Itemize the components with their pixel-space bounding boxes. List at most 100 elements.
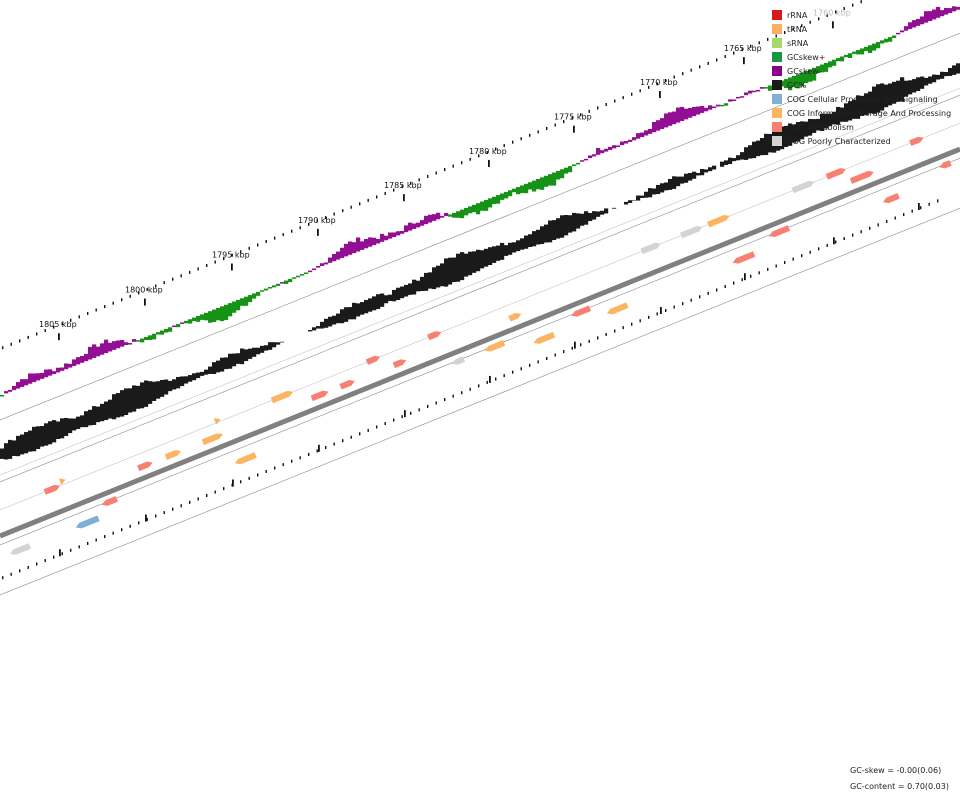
gc-content-bar [952, 65, 957, 75]
gc-content-bar [884, 84, 889, 108]
gene-feature [571, 305, 592, 317]
gc-content-bar [412, 279, 417, 295]
gc-content-bar [684, 173, 689, 183]
gc-content-bar [244, 349, 249, 362]
gc-content-bar [504, 245, 509, 256]
legend-swatch [772, 122, 782, 132]
minor-tick [520, 367, 522, 371]
gc-content-bar [8, 439, 13, 459]
gc-skew-bar [544, 175, 549, 187]
gc-skew-bar [64, 363, 69, 370]
gc-skew-bar [608, 146, 613, 150]
gc-skew-bar [816, 66, 821, 74]
major-tick [659, 91, 661, 99]
minor-tick [631, 92, 633, 96]
gc-skew-bar [520, 185, 525, 194]
gc-content-bar [72, 418, 77, 431]
major-tick [660, 307, 662, 315]
gc-skew-bar [4, 391, 9, 394]
gc-skew-bar [844, 54, 849, 58]
minor-tick [10, 572, 12, 576]
gc-content-bar [544, 224, 549, 243]
legend-label: GC% [787, 80, 807, 90]
gc-skew-bar [8, 389, 13, 392]
gc-content-bar [728, 157, 733, 164]
gc-content-bar [896, 80, 901, 102]
gc-content-bar [736, 155, 741, 161]
gc-content-bar [932, 74, 937, 83]
gene-feature [732, 251, 756, 264]
gc-skew-bar [560, 169, 565, 179]
minor-tick [19, 339, 21, 343]
minor-tick [146, 517, 148, 521]
major-tick [404, 410, 406, 418]
gene-feature [909, 136, 924, 146]
gc-skew-bar [124, 342, 129, 346]
minor-tick [758, 41, 760, 45]
gc-skew-bar [820, 64, 825, 73]
minor-tick [478, 384, 480, 388]
minor-tick [291, 229, 293, 233]
minor-tick [554, 353, 556, 357]
gene-feature [234, 452, 257, 465]
legend-label: sRNA [787, 38, 809, 48]
minor-tick [852, 3, 854, 7]
gc-skew-bar [732, 99, 737, 101]
minor-tick [690, 68, 692, 72]
minor-tick [410, 181, 412, 185]
minor-tick [529, 363, 531, 367]
gc-content-bar [540, 226, 545, 245]
gc-content-bar [868, 91, 873, 114]
gc-content-bar [900, 77, 905, 102]
minor-tick [707, 61, 709, 65]
major-tick [744, 273, 746, 281]
gc-skew-bar [800, 72, 805, 87]
gc-content-bar [28, 430, 33, 452]
gc-content-bar [836, 106, 841, 125]
gc-content-bar [664, 182, 669, 191]
gc-content-bar [860, 95, 865, 116]
legend-item-srna: sRNA [772, 36, 960, 50]
minor-tick [716, 58, 718, 62]
gene-feature [10, 543, 31, 555]
gc-skew-bar [424, 215, 429, 225]
minor-tick [937, 199, 939, 203]
gc-skew-bar [360, 241, 365, 250]
minor-tick [95, 538, 97, 542]
minor-tick [129, 524, 131, 528]
gc-content-bar [700, 168, 705, 176]
minor-tick [248, 476, 250, 480]
legend-label: GCskew+ [787, 52, 826, 62]
gc-content-bar [456, 253, 461, 282]
minor-tick [469, 387, 471, 391]
gc-content-bar [264, 345, 269, 351]
minor-tick [257, 243, 259, 247]
legend-label: GCskew- [787, 66, 822, 76]
minor-tick [418, 178, 420, 182]
gc-skew-bar [684, 108, 689, 120]
minor-tick [333, 442, 335, 446]
major-tick [833, 237, 835, 245]
minor-tick [495, 377, 497, 381]
gc-content-bar [344, 307, 349, 322]
kbp-label: 1770 kbp [640, 78, 678, 87]
gc-skew-bar [412, 223, 417, 229]
gc-content-bar [892, 81, 897, 104]
minor-tick [775, 34, 777, 38]
gc-skew-bar [836, 58, 841, 62]
gc-skew-bar [252, 293, 257, 299]
gene-feature [392, 359, 407, 369]
gc-skew-bar [804, 70, 809, 84]
gc-skew-bar [492, 196, 497, 204]
minor-tick [342, 209, 344, 213]
gc-skew-bar [188, 319, 193, 324]
minor-tick [886, 219, 888, 223]
gc-skew-bar [444, 213, 449, 217]
minor-tick [299, 456, 301, 460]
gc-skew-bar [240, 298, 245, 306]
minor-tick [860, 0, 862, 4]
minor-tick [308, 222, 310, 226]
gc-skew-bar [952, 6, 957, 12]
minor-tick [2, 576, 4, 580]
gc-content-bar [636, 195, 641, 201]
